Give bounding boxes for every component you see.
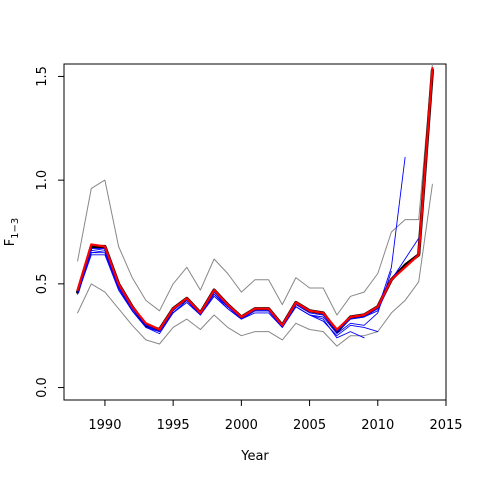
- plot-frame: [63, 63, 447, 401]
- series-line-retro-4: [77, 237, 420, 333]
- series-group: [75, 64, 434, 347]
- series-line-ci-0: [77, 64, 433, 316]
- x-tick-label: 2010: [361, 418, 394, 433]
- y-axis: 0.0 0.5 1.0 1.5: [35, 66, 64, 398]
- y-tick-label: 0.0: [35, 377, 50, 398]
- y-tick-label: 1.0: [35, 170, 50, 191]
- series-line-retro-3: [77, 156, 406, 333]
- series-line-main-8: [76, 66, 434, 331]
- y-tick-label: 1.5: [35, 66, 50, 87]
- x-tick-label: 1990: [88, 418, 121, 433]
- y-axis-title-subscript: 1−3: [10, 218, 21, 239]
- x-axis: 1990 1995 2000 2005 2010 2015: [88, 400, 463, 433]
- series-line-retro-7: [77, 250, 365, 339]
- x-tick-label: 1995: [157, 418, 190, 433]
- x-axis-title: Year: [240, 449, 269, 464]
- x-tick-label: 2005: [293, 418, 326, 433]
- x-tick-label: 2015: [429, 418, 462, 433]
- series-line-dark-2: [75, 68, 434, 334]
- series-line-ci-1: [77, 183, 433, 347]
- x-tick-label: 2000: [225, 418, 258, 433]
- y-axis-title-main: F: [3, 239, 18, 246]
- series-layer: [75, 64, 434, 347]
- y-tick-label: 0.5: [35, 274, 50, 295]
- y-axis-title: F1−3: [3, 218, 21, 247]
